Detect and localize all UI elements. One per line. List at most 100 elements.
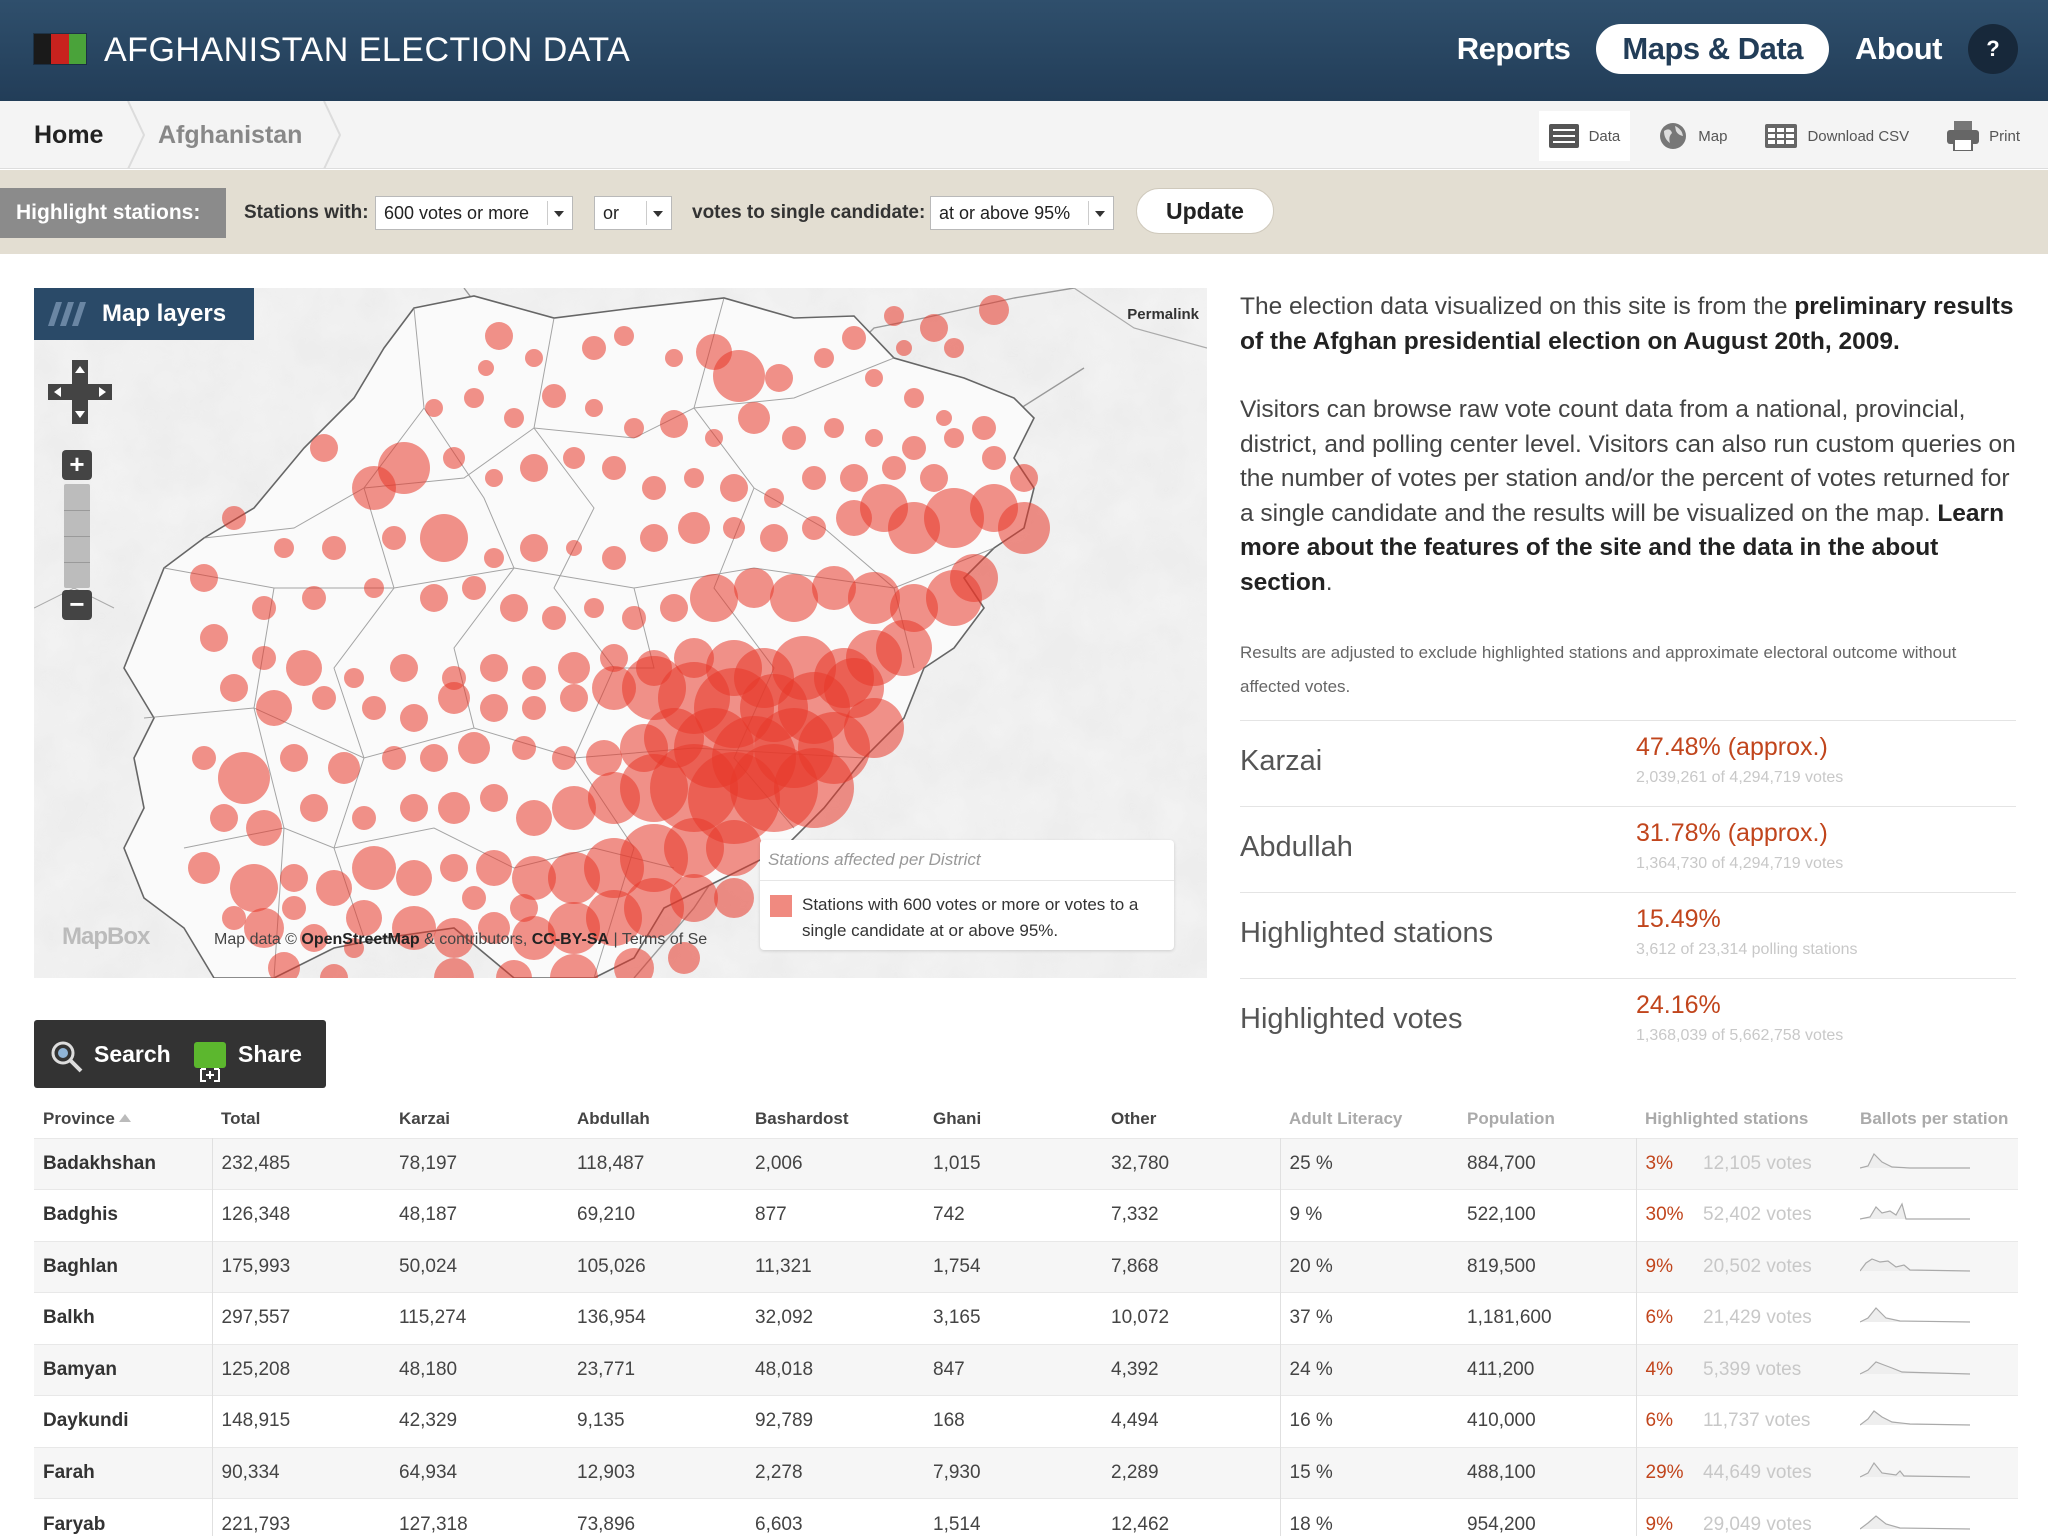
district-marker[interactable]	[222, 906, 246, 930]
district-marker[interactable]	[764, 488, 784, 508]
district-marker[interactable]	[222, 506, 246, 530]
district-marker[interactable]	[525, 349, 543, 367]
district-marker[interactable]	[614, 326, 634, 346]
district-marker[interactable]	[802, 516, 826, 540]
nav-about[interactable]: About	[1854, 31, 1943, 66]
district-marker[interactable]	[734, 568, 774, 608]
district-marker[interactable]	[765, 364, 793, 392]
district-marker[interactable]	[464, 388, 484, 408]
district-marker[interactable]	[220, 674, 248, 702]
district-marker[interactable]	[884, 306, 904, 326]
district-marker[interactable]	[382, 746, 406, 770]
district-marker[interactable]	[520, 534, 548, 562]
district-marker[interactable]	[362, 696, 386, 720]
votes-threshold-select[interactable]: 600 votes or more	[375, 196, 573, 230]
district-marker[interactable]	[485, 322, 513, 350]
district-marker[interactable]	[848, 572, 900, 624]
district-marker[interactable]	[670, 874, 718, 922]
district-marker[interactable]	[738, 402, 770, 434]
district-marker[interactable]	[678, 512, 710, 544]
license-link[interactable]: CC-BY-SA	[531, 931, 610, 948]
election-map[interactable]: Map layers Permalink + − MapBox Map data…	[34, 288, 1207, 978]
breadcrumb-afghanistan[interactable]: Afghanistan	[158, 121, 303, 149]
district-marker[interactable]	[462, 886, 486, 910]
district-marker[interactable]	[774, 748, 854, 828]
district-marker[interactable]	[614, 948, 654, 978]
table-row[interactable]: Faryab 221,793 127,318 73,896 6,603 1,514 12,4…	[34, 1498, 2018, 1536]
district-marker[interactable]	[560, 684, 588, 712]
district-marker[interactable]	[210, 804, 238, 832]
district-marker[interactable]	[520, 454, 548, 482]
district-markers[interactable]	[188, 295, 1050, 978]
district-marker[interactable]	[480, 784, 508, 812]
map-view-button[interactable]: Map	[1648, 111, 1737, 161]
district-marker[interactable]	[478, 912, 510, 944]
district-marker[interactable]	[660, 410, 688, 438]
map-layers-button[interactable]: Map layers	[34, 288, 254, 340]
district-marker[interactable]	[668, 942, 700, 974]
district-marker[interactable]	[500, 594, 528, 622]
about-section-link[interactable]: Learn more about the features of the sit…	[1240, 499, 2005, 596]
district-marker[interactable]	[602, 456, 626, 480]
table-row[interactable]: Farah 90,334 64,934 12,903 2,278 7,930 2,289 15…	[34, 1446, 2018, 1499]
district-marker[interactable]	[480, 694, 508, 722]
district-marker[interactable]	[876, 620, 932, 676]
district-marker[interactable]	[972, 416, 996, 440]
district-marker[interactable]	[434, 918, 474, 958]
district-marker[interactable]	[400, 704, 428, 732]
district-marker[interactable]	[542, 384, 566, 408]
district-marker[interactable]	[924, 488, 984, 548]
district-marker[interactable]	[512, 856, 556, 900]
district-marker[interactable]	[684, 468, 704, 488]
district-marker[interactable]	[982, 446, 1006, 470]
district-marker[interactable]	[920, 464, 948, 492]
district-marker[interactable]	[624, 878, 684, 938]
district-marker[interactable]	[882, 456, 906, 480]
district-marker[interactable]	[286, 650, 322, 686]
district-marker[interactable]	[896, 340, 912, 356]
district-marker[interactable]	[516, 800, 552, 836]
column-total[interactable]: Total	[221, 1108, 261, 1128]
zoom-in-button[interactable]: +	[62, 450, 92, 480]
help-button[interactable]: ?	[1968, 24, 2018, 74]
district-marker[interactable]	[282, 896, 306, 920]
district-marker[interactable]	[640, 524, 668, 552]
district-marker[interactable]	[504, 408, 524, 428]
district-marker[interactable]	[720, 474, 748, 502]
district-marker[interactable]	[300, 794, 328, 822]
district-marker[interactable]	[713, 350, 765, 402]
district-marker[interactable]	[378, 442, 430, 494]
district-marker[interactable]	[824, 418, 844, 438]
district-marker[interactable]	[438, 682, 470, 714]
district-marker[interactable]	[478, 360, 494, 376]
column-abdullah[interactable]: Abdullah	[577, 1108, 650, 1128]
district-marker[interactable]	[865, 429, 883, 447]
district-marker[interactable]	[320, 964, 348, 978]
district-marker[interactable]	[723, 517, 745, 539]
update-button[interactable]: Update	[1136, 188, 1274, 234]
print-button[interactable]: Print	[1937, 111, 2030, 161]
percent-threshold-select[interactable]: at or above 95%	[930, 196, 1114, 230]
column-highlighted-stations[interactable]: Highlighted stations	[1645, 1108, 1809, 1128]
district-marker[interactable]	[443, 447, 465, 469]
district-marker[interactable]	[842, 326, 866, 350]
terms-link[interactable]: | Terms of Se	[613, 931, 708, 948]
district-marker[interactable]	[563, 447, 585, 469]
district-marker[interactable]	[382, 526, 406, 550]
district-marker[interactable]	[1010, 464, 1038, 492]
district-marker[interactable]	[302, 586, 326, 610]
district-marker[interactable]	[438, 792, 470, 824]
district-marker[interactable]	[522, 696, 546, 720]
column-other[interactable]: Other	[1111, 1108, 1157, 1128]
district-marker[interactable]	[944, 338, 964, 358]
map-canvas[interactable]	[34, 288, 1207, 978]
district-marker[interactable]	[690, 574, 738, 622]
table-row[interactable]: Badakhshan 232,485 78,197 118,487 2,006 1,015…	[34, 1137, 2018, 1190]
mapbox-logo[interactable]: MapBox	[62, 923, 150, 950]
district-marker[interactable]	[420, 744, 448, 772]
district-marker[interactable]	[890, 584, 938, 632]
district-marker[interactable]	[300, 924, 328, 952]
download-csv-button[interactable]: Download CSV	[1755, 111, 1919, 161]
district-marker[interactable]	[425, 399, 443, 417]
district-marker[interactable]	[584, 598, 604, 618]
